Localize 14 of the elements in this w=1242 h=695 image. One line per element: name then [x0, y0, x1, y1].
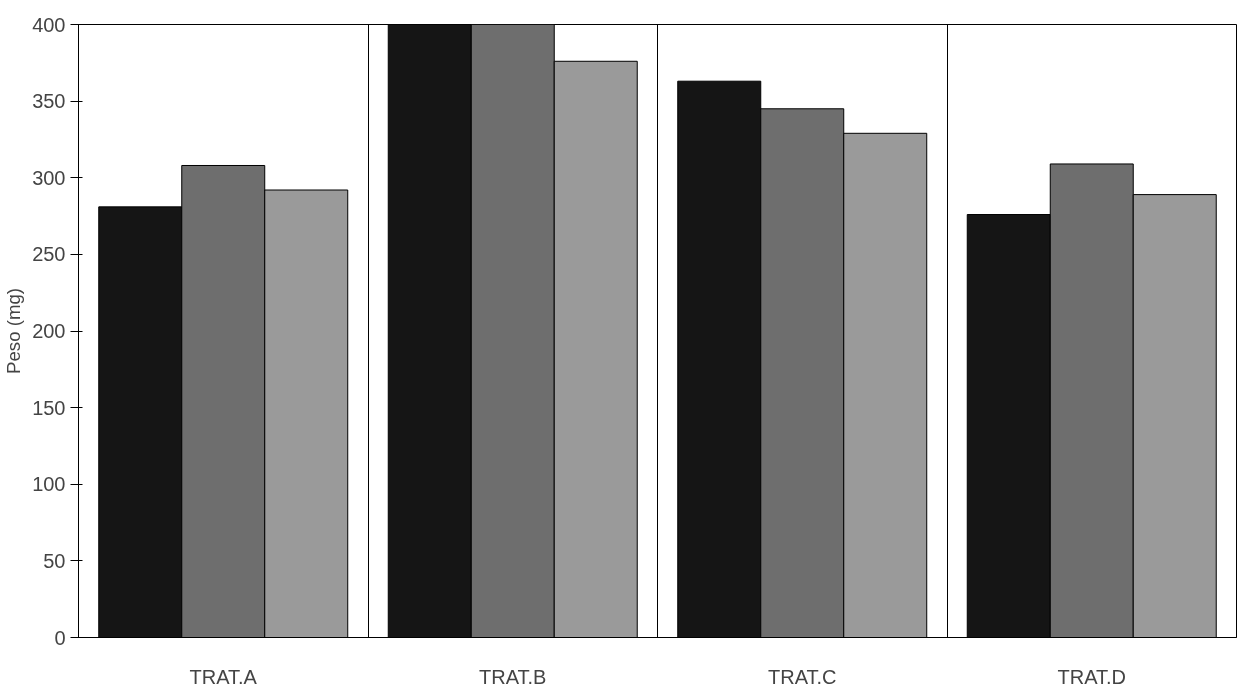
x-tick-label: TRAT.C	[767, 665, 837, 688]
y-tick-label: 250	[32, 243, 66, 266]
y-tick-label: 200	[32, 320, 66, 342]
y-tick-label: 300	[32, 166, 66, 189]
y-tick-label: 350	[32, 90, 66, 113]
y-tick-label: 400	[32, 13, 66, 36]
x-tick-label: TRAT.B	[479, 665, 547, 688]
x-tick-label: TRAT.A	[189, 665, 258, 688]
y-tick-label: 150	[32, 396, 66, 419]
y-tick-label: 50	[43, 549, 66, 572]
y-axis-title: Peso (mg)	[3, 287, 25, 375]
y-tick-label: 100	[32, 473, 66, 496]
x-tick-label: TRAT.D	[1057, 665, 1127, 688]
y-tick-label: 0	[54, 626, 66, 649]
